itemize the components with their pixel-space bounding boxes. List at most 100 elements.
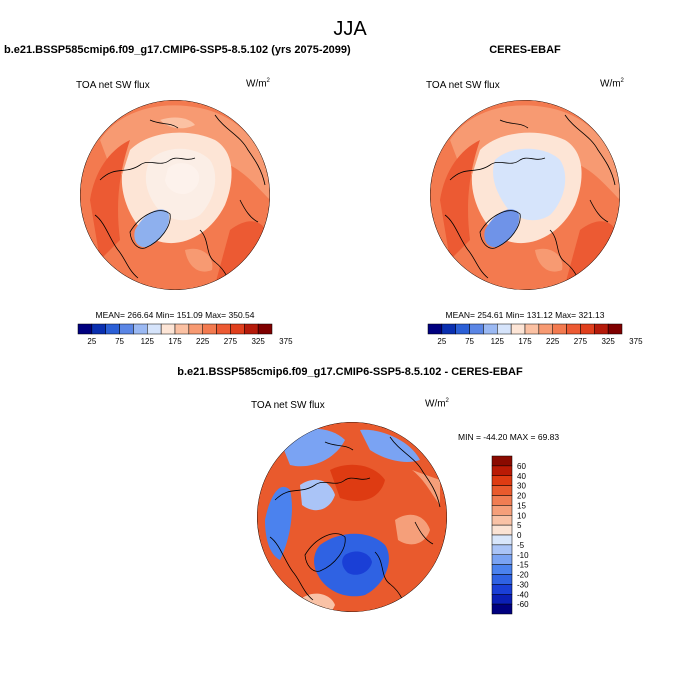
difference-panel-title: b.e21.BSSP585cmip6.f09_g17.CMIP6-SSP5-8.… (177, 366, 523, 378)
diff-colorbar-tick-label: -5 (517, 541, 525, 550)
left-map-region (215, 221, 270, 285)
diff-colorbar-cell (491, 603, 513, 615)
diff-colorbar-tick-label: 60 (517, 462, 526, 471)
right-colorbar-cell (497, 323, 512, 335)
diff-colorbar-tick-label: -20 (517, 571, 529, 580)
left-colorbar-cell (257, 323, 273, 335)
right-panel-title: CERES-EBAF (489, 44, 561, 56)
right-map-region (535, 248, 563, 272)
diff-map-region (265, 486, 292, 560)
diff-colorbar-tick-label: 40 (517, 472, 526, 481)
diff-colorbar-cell (491, 594, 513, 605)
diff-colorbar-cell (491, 505, 513, 516)
right-units-label: W/m2 (600, 78, 624, 90)
diff-colorbar-cell (491, 564, 513, 575)
left-colorbar-tick-label: 275 (224, 337, 238, 346)
diff-variable-label: TOA net SW flux (251, 400, 325, 411)
right-colorbar-cell (469, 323, 484, 335)
diff-colorbar-cell (491, 544, 513, 555)
right-colorbar-tick-label: 25 (437, 337, 446, 346)
diff-colorbar-cell (491, 534, 513, 546)
right-stats: MEAN= 254.61 Min= 131.12 Max= 321.13 (445, 310, 605, 320)
diff-colorbar-cell (491, 465, 513, 476)
left-map-region (185, 248, 213, 272)
diff-units-label: W/m2 (425, 398, 449, 410)
left-colorbar-cell (147, 323, 162, 335)
right-colorbar-cell (510, 323, 526, 335)
right-polar-map (430, 100, 620, 290)
diff-colorbar-cell (491, 455, 513, 467)
left-colorbar-cell (91, 323, 106, 335)
diff-colorbar-cell (491, 554, 513, 565)
left-colorbar-cell (174, 323, 190, 335)
left-map-region (160, 117, 195, 129)
left-colorbar-cell (133, 323, 148, 335)
right-colorbar-cell (455, 323, 470, 335)
left-panel-title: b.e21.BSSP585cmip6.f09_g17.CMIP6-SSP5-8.… (4, 44, 351, 56)
right-colorbar-cell (566, 323, 581, 335)
diff-map-region (330, 464, 385, 501)
right-colorbar-tick-label: 375 (629, 337, 643, 346)
right-colorbar-tick-label: 325 (601, 337, 615, 346)
left-colorbar-cell (119, 323, 134, 335)
diff-map-region (395, 514, 430, 545)
left-colorbar-cell (188, 323, 203, 335)
left-colorbar-cell (244, 323, 259, 335)
right-colorbar-tick-label: 225 (546, 337, 560, 346)
diff-colorbar-tick-label: 10 (517, 511, 526, 520)
diff-colorbar-cell (491, 475, 513, 486)
right-variable-label: TOA net SW flux (426, 80, 500, 91)
left-colorbar-cell (230, 323, 245, 335)
left-colorbar-cell (160, 323, 176, 335)
left-units-label: W/m2 (246, 78, 270, 90)
left-colorbar-cell (77, 323, 93, 335)
right-colorbar: 25 75 125 175 225 275 325 375 (427, 323, 643, 346)
right-colorbar-cell (607, 323, 623, 335)
left-map-region (90, 140, 130, 260)
left-variable-label: TOA net SW flux (76, 80, 150, 91)
right-colorbar-cell (552, 323, 567, 335)
left-colorbar-tick-label: 125 (141, 337, 155, 346)
diff-colorbar-tick-label: 0 (517, 531, 522, 540)
difference-polar-map (257, 422, 447, 612)
diff-map-region (360, 429, 420, 462)
diff-colorbar-tick-label: -60 (517, 600, 529, 609)
right-colorbar-tick-label: 75 (465, 337, 474, 346)
left-colorbar-tick-label: 175 (168, 337, 182, 346)
diff-colorbar-tick-label: 20 (517, 492, 526, 501)
diff-map-region (300, 479, 335, 511)
left-colorbar-cell (202, 323, 217, 335)
diff-colorbar-tick-label: -40 (517, 590, 529, 599)
left-colorbar-tick-label: 375 (279, 337, 293, 346)
right-colorbar-tick-label: 275 (574, 337, 588, 346)
diff-colorbar-tick-label: 30 (517, 482, 526, 491)
right-colorbar-cell (483, 323, 498, 335)
right-map-region (493, 148, 566, 221)
right-colorbar-cell (524, 323, 540, 335)
diff-colorbar-cell (491, 574, 513, 585)
diff-colorbar-tick-label: -15 (517, 561, 529, 570)
left-colorbar-tick-label: 325 (251, 337, 265, 346)
diff-colorbar-cell (491, 584, 513, 595)
left-stats: MEAN= 266.64 Min= 151.09 Max= 350.54 (95, 310, 255, 320)
diff-colorbar-tick-label: 15 (517, 501, 526, 510)
right-colorbar-cell (580, 323, 595, 335)
left-coastlines (94, 114, 266, 290)
left-map-region (165, 163, 200, 195)
diff-colorbar-cell (491, 515, 513, 526)
right-map-region (440, 140, 480, 260)
left-colorbar-tick-label: 75 (115, 337, 124, 346)
main-title: JJA (333, 18, 367, 40)
left-colorbar-tick-label: 25 (87, 337, 96, 346)
left-colorbar-tick-label: 225 (196, 337, 210, 346)
right-colorbar-cell (594, 323, 609, 335)
right-colorbar-cell (538, 323, 553, 335)
diff-stats: MIN = -44.20 MAX = 69.83 (458, 432, 560, 442)
left-colorbar-cell (105, 323, 120, 335)
diff-colorbar-cell (491, 485, 513, 496)
right-colorbar-tick-label: 125 (491, 337, 505, 346)
diff-map-base (257, 422, 447, 612)
diff-map-region (412, 470, 440, 505)
